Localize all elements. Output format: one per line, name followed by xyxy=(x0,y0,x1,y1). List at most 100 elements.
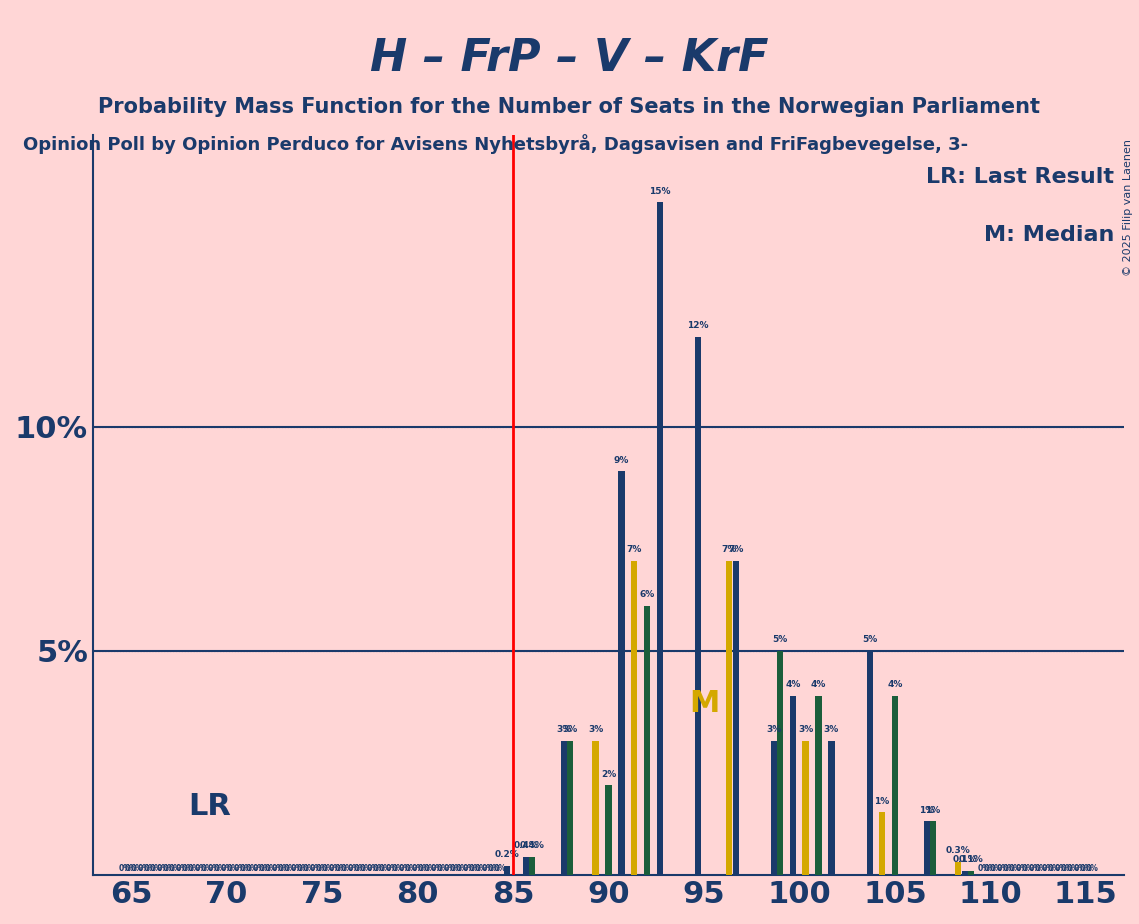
Text: 0%: 0% xyxy=(424,864,437,873)
Text: 0%: 0% xyxy=(163,864,175,873)
Text: 0%: 0% xyxy=(278,864,290,873)
Text: 3%: 3% xyxy=(563,724,577,734)
Text: 3%: 3% xyxy=(823,724,839,734)
Text: 0%: 0% xyxy=(386,864,399,873)
Text: M: M xyxy=(689,689,719,718)
Text: 0%: 0% xyxy=(284,864,296,873)
Text: 0%: 0% xyxy=(214,864,227,873)
Text: 0%: 0% xyxy=(417,864,431,873)
Text: 0%: 0% xyxy=(997,864,1010,873)
Text: 9%: 9% xyxy=(614,456,629,465)
Text: 0%: 0% xyxy=(1060,864,1073,873)
Text: 0%: 0% xyxy=(296,864,310,873)
Text: 0%: 0% xyxy=(1029,864,1041,873)
Bar xyxy=(968,870,974,875)
Text: 0%: 0% xyxy=(138,864,150,873)
Bar xyxy=(631,561,637,875)
Text: 0%: 0% xyxy=(977,864,991,873)
Text: H – FrP – V – KrF: H – FrP – V – KrF xyxy=(370,37,769,80)
Text: 0%: 0% xyxy=(264,864,278,873)
Text: © 2025 Filip van Laenen: © 2025 Filip van Laenen xyxy=(1123,139,1133,275)
Bar xyxy=(523,857,530,875)
Text: 0.4%: 0.4% xyxy=(519,842,544,850)
Text: 5%: 5% xyxy=(862,635,877,644)
Text: 0%: 0% xyxy=(482,864,494,873)
Text: 6%: 6% xyxy=(639,590,654,600)
Bar xyxy=(656,202,663,875)
Text: 0%: 0% xyxy=(175,864,189,873)
Text: 0%: 0% xyxy=(322,864,335,873)
Text: 2%: 2% xyxy=(601,770,616,779)
Text: 0%: 0% xyxy=(245,864,259,873)
Text: 0%: 0% xyxy=(329,864,342,873)
Text: 4%: 4% xyxy=(786,680,801,689)
Text: 0%: 0% xyxy=(188,864,200,873)
Text: 0.1%: 0.1% xyxy=(952,855,977,864)
Text: 0%: 0% xyxy=(493,864,507,873)
Text: 0%: 0% xyxy=(227,864,239,873)
Text: 0%: 0% xyxy=(347,864,361,873)
Bar xyxy=(962,870,968,875)
Text: 0%: 0% xyxy=(316,864,328,873)
Text: 1%: 1% xyxy=(926,806,941,815)
Text: 0%: 0% xyxy=(411,864,424,873)
Text: 0%: 0% xyxy=(1055,864,1067,873)
Text: 0%: 0% xyxy=(335,864,347,873)
Text: 0%: 0% xyxy=(1003,864,1016,873)
Bar xyxy=(726,561,732,875)
Text: 0%: 0% xyxy=(990,864,1003,873)
Bar xyxy=(606,785,612,875)
Text: 0%: 0% xyxy=(449,864,462,873)
Text: 0%: 0% xyxy=(354,864,367,873)
Text: 0%: 0% xyxy=(367,864,379,873)
Text: 1%: 1% xyxy=(875,796,890,806)
Text: 0%: 0% xyxy=(1073,864,1087,873)
Bar xyxy=(771,741,777,875)
Text: 0%: 0% xyxy=(118,864,131,873)
Text: 5%: 5% xyxy=(772,635,788,644)
Bar xyxy=(592,741,599,875)
Text: LR: LR xyxy=(188,792,231,821)
Text: 0%: 0% xyxy=(125,864,138,873)
Text: 15%: 15% xyxy=(649,187,671,196)
Text: 0%: 0% xyxy=(1022,864,1035,873)
Text: 0%: 0% xyxy=(195,864,208,873)
Text: Probability Mass Function for the Number of Seats in the Norwegian Parliament: Probability Mass Function for the Number… xyxy=(98,97,1041,117)
Text: 0%: 0% xyxy=(341,864,354,873)
Text: 0%: 0% xyxy=(259,864,271,873)
Text: 0.1%: 0.1% xyxy=(959,855,984,864)
Text: 0%: 0% xyxy=(1035,864,1048,873)
Text: 0%: 0% xyxy=(290,864,303,873)
Bar xyxy=(695,337,700,875)
Bar xyxy=(618,471,624,875)
Text: 3%: 3% xyxy=(767,724,781,734)
Text: 0%: 0% xyxy=(1085,864,1098,873)
Text: 0%: 0% xyxy=(169,864,182,873)
Bar xyxy=(892,696,898,875)
Text: 0%: 0% xyxy=(150,864,163,873)
Text: 0.3%: 0.3% xyxy=(945,846,970,855)
Text: 3%: 3% xyxy=(798,724,813,734)
Text: 0%: 0% xyxy=(157,864,170,873)
Text: 0%: 0% xyxy=(1009,864,1022,873)
Bar xyxy=(828,741,835,875)
Bar xyxy=(816,696,821,875)
Text: 0%: 0% xyxy=(202,864,214,873)
Text: 12%: 12% xyxy=(687,322,708,330)
Text: 0%: 0% xyxy=(144,864,157,873)
Text: 0%: 0% xyxy=(271,864,285,873)
Text: 0%: 0% xyxy=(360,864,372,873)
Text: 0%: 0% xyxy=(475,864,487,873)
Bar xyxy=(924,821,931,875)
Text: 3%: 3% xyxy=(557,724,572,734)
Text: 0%: 0% xyxy=(436,864,449,873)
Text: 0%: 0% xyxy=(487,864,500,873)
Text: 4%: 4% xyxy=(811,680,826,689)
Text: 0%: 0% xyxy=(462,864,475,873)
Bar xyxy=(567,741,573,875)
Bar xyxy=(503,866,510,875)
Bar xyxy=(530,857,535,875)
Text: 0%: 0% xyxy=(220,864,233,873)
Text: 0%: 0% xyxy=(1016,864,1029,873)
Text: 0%: 0% xyxy=(431,864,443,873)
